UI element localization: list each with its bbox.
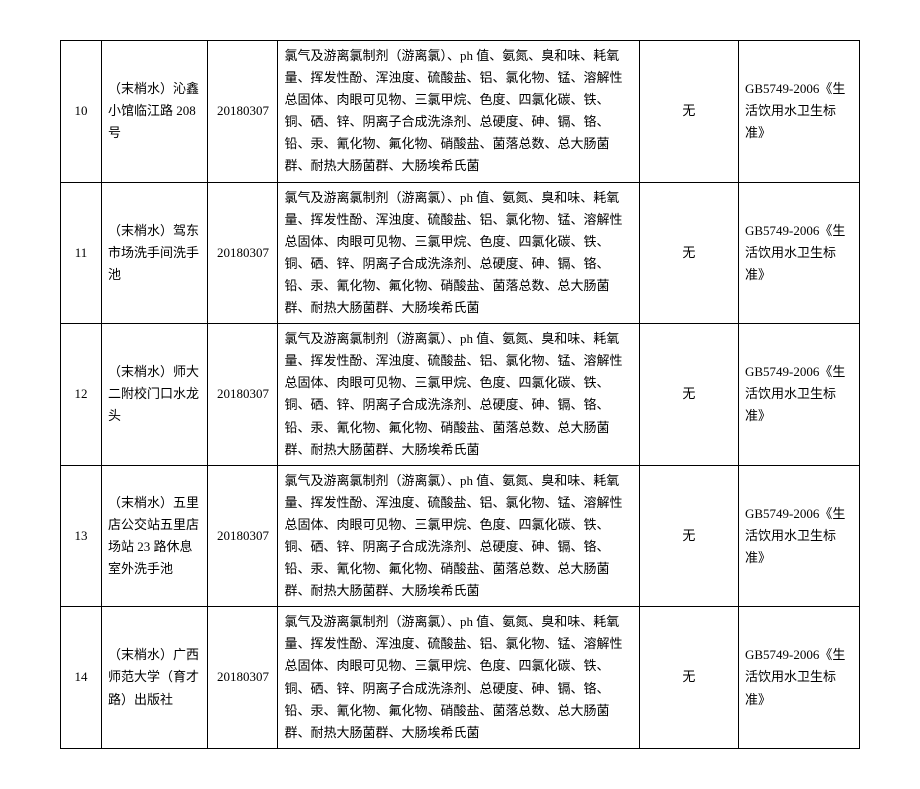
result: 无 [639, 465, 738, 607]
sample-date: 20180307 [208, 182, 278, 324]
sample-date: 20180307 [208, 607, 278, 749]
sample-date: 20180307 [208, 41, 278, 183]
sample-location: （末梢水）师大二附校门口水龙头 [101, 324, 207, 466]
row-index: 10 [61, 41, 102, 183]
sample-location: （末梢水）驾东市场洗手间洗手池 [101, 182, 207, 324]
result: 无 [639, 324, 738, 466]
table-body: 10（末梢水）沁鑫小馆临江路 208 号20180307氯气及游离氯制剂（游离氯… [61, 41, 860, 749]
sample-location: （末梢水）五里店公交站五里店场站 23 路休息室外洗手池 [101, 465, 207, 607]
table-row: 13（末梢水）五里店公交站五里店场站 23 路休息室外洗手池20180307氯气… [61, 465, 860, 607]
test-items: 氯气及游离氯制剂（游离氯）、ph 值、氨氮、臭和味、耗氧量、挥发性酚、浑浊度、硫… [278, 182, 639, 324]
row-index: 11 [61, 182, 102, 324]
sample-date: 20180307 [208, 465, 278, 607]
table-row: 14（末梢水）广西师范大学（育才路）出版社20180307氯气及游离氯制剂（游离… [61, 607, 860, 749]
row-index: 13 [61, 465, 102, 607]
result: 无 [639, 607, 738, 749]
standard: GB5749-2006《生活饮用水卫生标准》 [738, 607, 859, 749]
result: 无 [639, 41, 738, 183]
sample-location: （末梢水）沁鑫小馆临江路 208 号 [101, 41, 207, 183]
standard: GB5749-2006《生活饮用水卫生标准》 [738, 324, 859, 466]
result: 无 [639, 182, 738, 324]
table-row: 10（末梢水）沁鑫小馆临江路 208 号20180307氯气及游离氯制剂（游离氯… [61, 41, 860, 183]
standard: GB5749-2006《生活饮用水卫生标准》 [738, 465, 859, 607]
table-row: 11（末梢水）驾东市场洗手间洗手池20180307氯气及游离氯制剂（游离氯）、p… [61, 182, 860, 324]
standard: GB5749-2006《生活饮用水卫生标准》 [738, 41, 859, 183]
row-index: 12 [61, 324, 102, 466]
sample-date: 20180307 [208, 324, 278, 466]
row-index: 14 [61, 607, 102, 749]
table-row: 12（末梢水）师大二附校门口水龙头20180307氯气及游离氯制剂（游离氯）、p… [61, 324, 860, 466]
test-items: 氯气及游离氯制剂（游离氯）、ph 值、氨氮、臭和味、耗氧量、挥发性酚、浑浊度、硫… [278, 324, 639, 466]
test-items: 氯气及游离氯制剂（游离氯）、ph 值、氨氮、臭和味、耗氧量、挥发性酚、浑浊度、硫… [278, 465, 639, 607]
test-items: 氯气及游离氯制剂（游离氯）、ph 值、氨氮、臭和味、耗氧量、挥发性酚、浑浊度、硫… [278, 607, 639, 749]
water-quality-table: 10（末梢水）沁鑫小馆临江路 208 号20180307氯气及游离氯制剂（游离氯… [60, 40, 860, 749]
test-items: 氯气及游离氯制剂（游离氯）、ph 值、氨氮、臭和味、耗氧量、挥发性酚、浑浊度、硫… [278, 41, 639, 183]
sample-location: （末梢水）广西师范大学（育才路）出版社 [101, 607, 207, 749]
standard: GB5749-2006《生活饮用水卫生标准》 [738, 182, 859, 324]
